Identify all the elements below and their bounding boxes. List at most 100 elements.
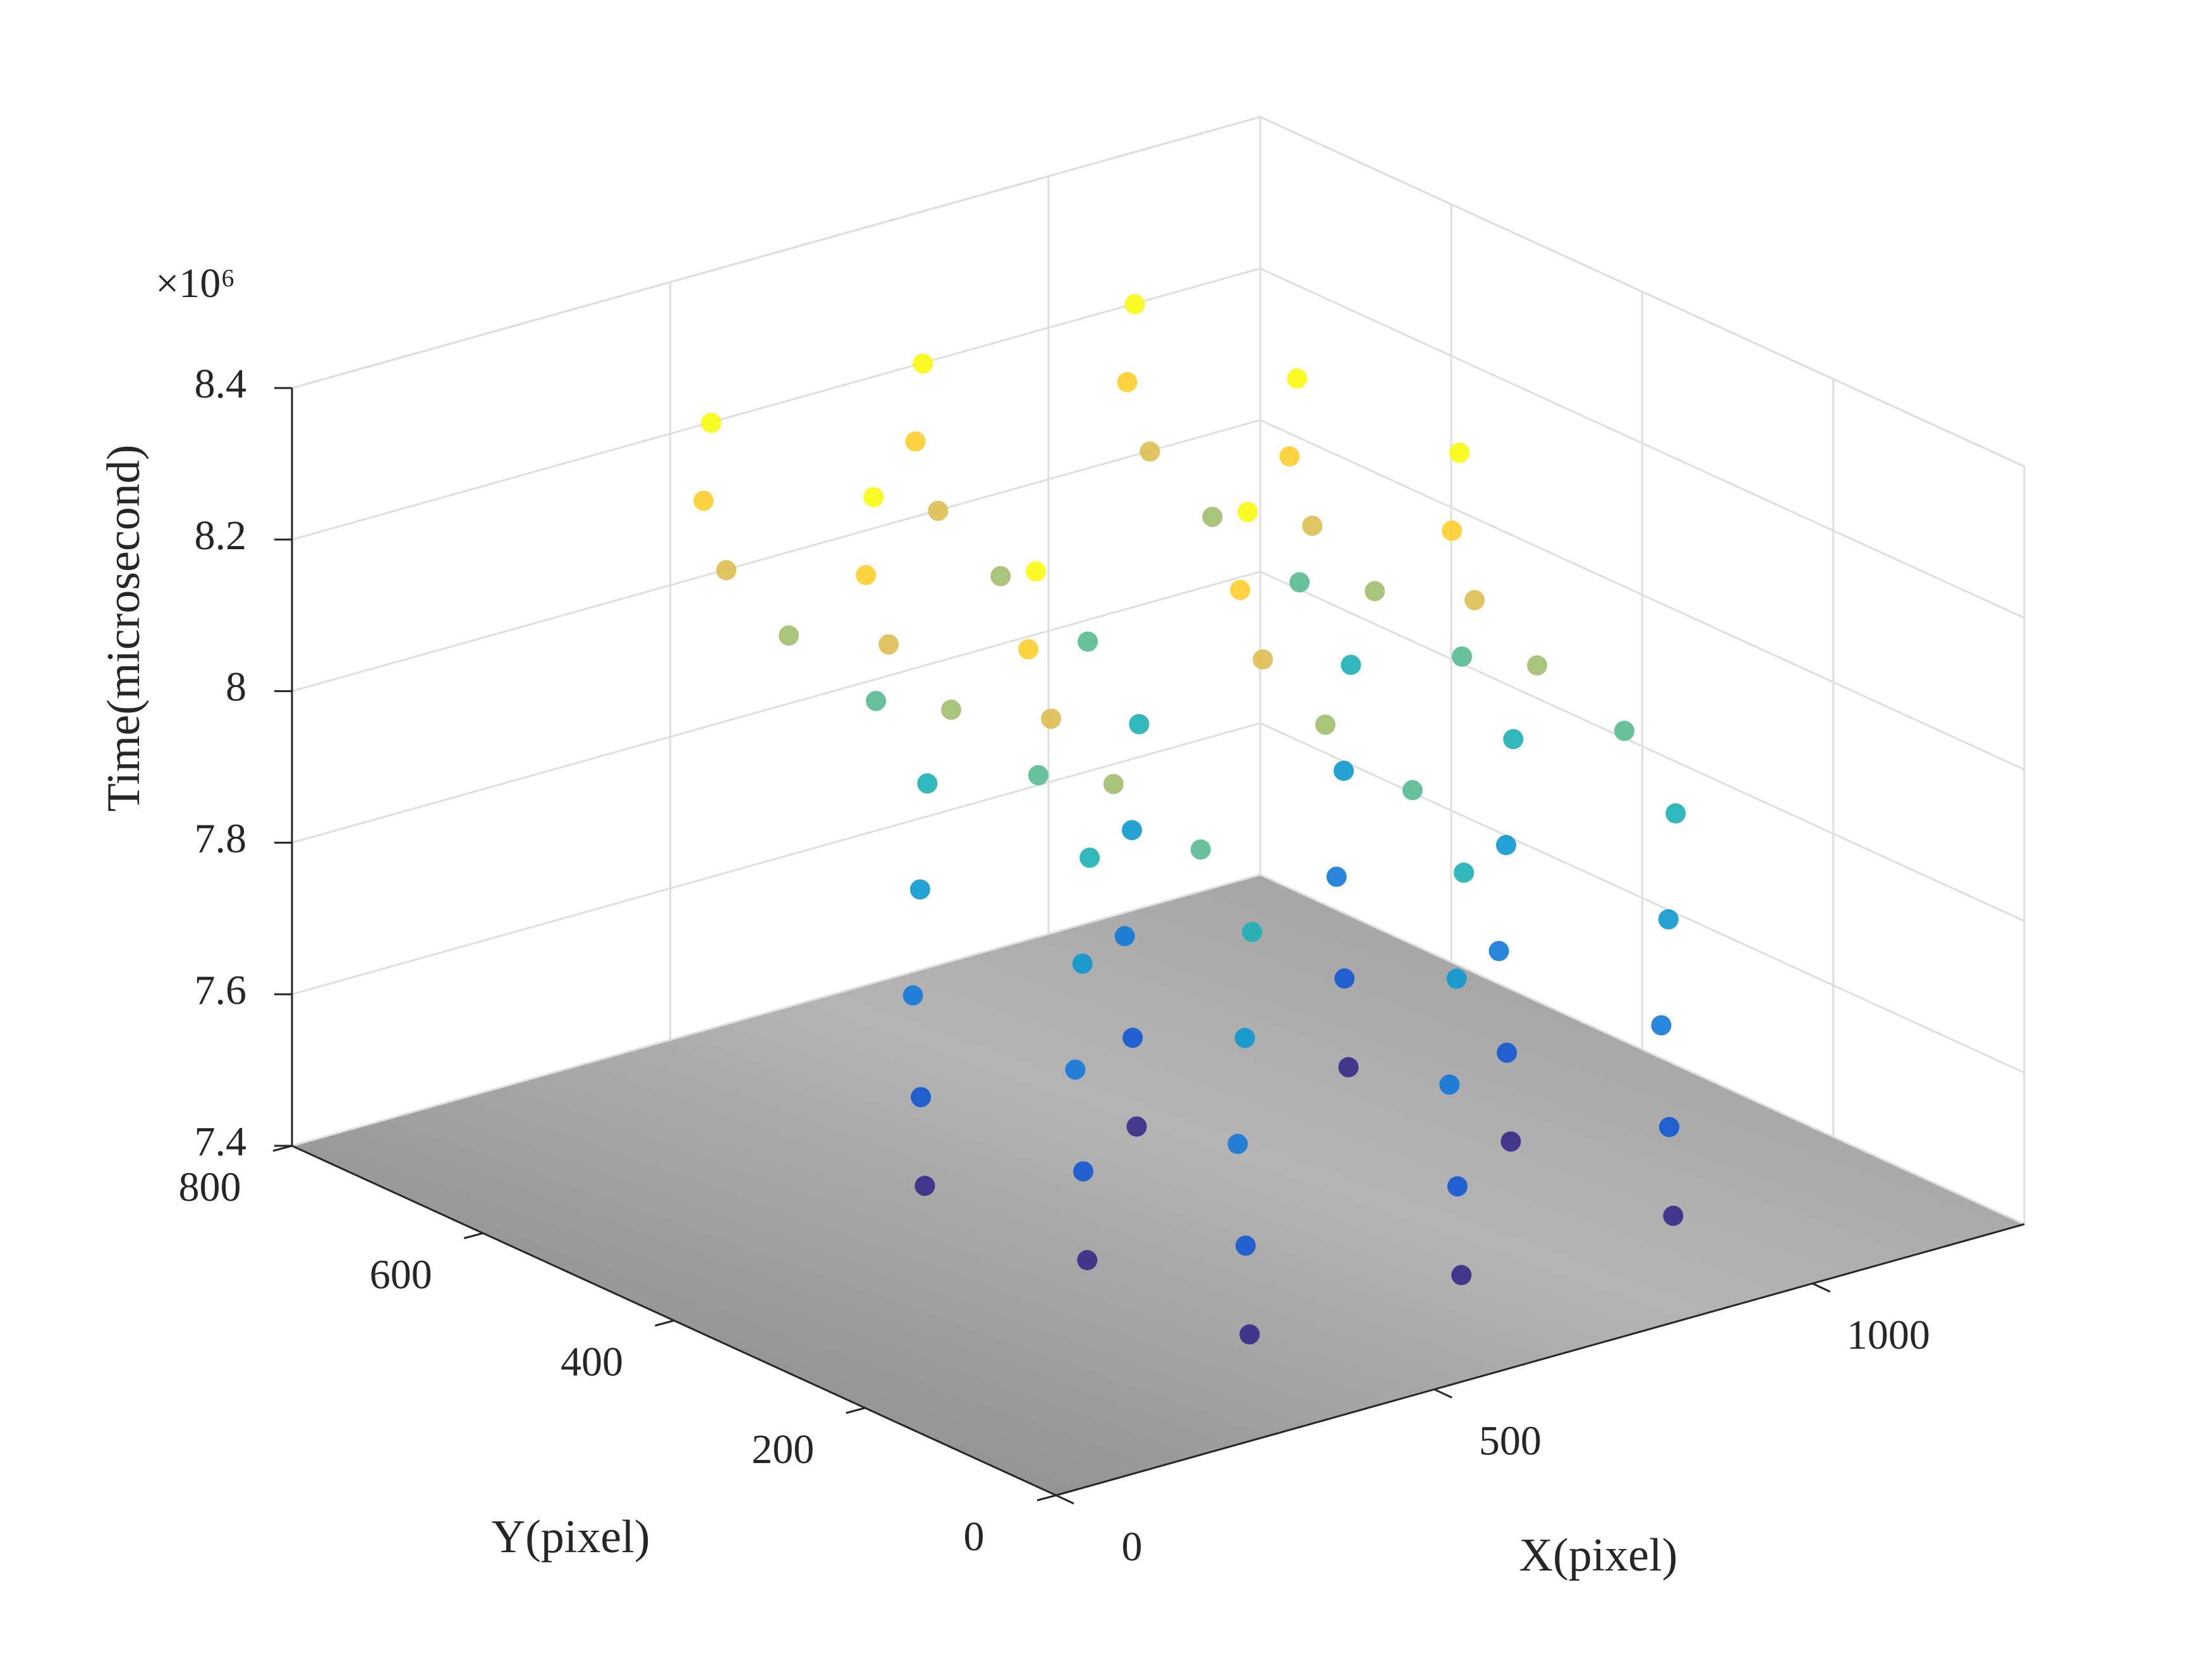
grid-line (291, 116, 1261, 389)
point (1239, 1324, 1260, 1345)
point (1227, 1134, 1248, 1155)
y-tick-label: 0 (964, 1514, 985, 1560)
x-tick-label: 0 (1122, 1524, 1143, 1570)
point (1289, 572, 1310, 593)
point (1651, 1015, 1672, 1036)
point (1364, 581, 1385, 602)
point (866, 691, 887, 712)
point (878, 634, 899, 655)
point (911, 1086, 932, 1107)
point (1503, 729, 1524, 750)
point (1665, 803, 1686, 824)
point (1659, 1117, 1680, 1138)
point (913, 353, 933, 374)
floor (292, 875, 2024, 1495)
point (1253, 649, 1273, 670)
point (1122, 1028, 1143, 1048)
z-tick-label: 8 (226, 664, 246, 710)
y-tick-label: 800 (179, 1164, 241, 1210)
point (905, 431, 926, 452)
z-exponent: ×10⁶ (155, 260, 235, 307)
y-tick-label: 600 (370, 1251, 432, 1297)
z-tick-label: 8.2 (195, 513, 247, 559)
x-axis (1055, 1223, 2025, 1497)
point (1114, 926, 1135, 947)
x-tick-label: 1000 (1847, 1312, 1930, 1358)
point (1315, 714, 1336, 735)
point (1496, 835, 1517, 856)
point (1338, 1057, 1359, 1078)
x-tick (1812, 1282, 1831, 1293)
point (1079, 848, 1100, 868)
point (1237, 502, 1258, 523)
point (915, 1176, 935, 1196)
grid-line (291, 419, 1261, 693)
point (1527, 655, 1548, 676)
point (1202, 506, 1223, 527)
point (1340, 654, 1361, 675)
point (1488, 940, 1509, 961)
point (779, 625, 799, 646)
point (1446, 968, 1467, 989)
x-tick (1055, 1494, 1074, 1505)
y-tick-label: 200 (751, 1426, 814, 1473)
point (928, 501, 949, 521)
point (1439, 1074, 1460, 1095)
point (1454, 862, 1474, 883)
point (1497, 1042, 1517, 1063)
point (1658, 909, 1679, 930)
point (1073, 1161, 1094, 1182)
y-tick (463, 1232, 483, 1239)
grid-line (291, 722, 1261, 995)
z-tick-label: 7.8 (195, 816, 247, 862)
x-tick (1433, 1389, 1453, 1399)
point (1334, 760, 1354, 781)
y-tick (846, 1407, 866, 1414)
point (1028, 765, 1048, 786)
grid-line (291, 570, 1261, 844)
point (1464, 590, 1485, 611)
point (1103, 774, 1124, 794)
point (1122, 820, 1143, 841)
grid-line (291, 267, 1261, 541)
point (1190, 839, 1211, 860)
point (701, 413, 722, 434)
z-tick-label: 7.4 (195, 1119, 247, 1165)
point (1117, 372, 1138, 392)
point (1500, 1131, 1521, 1152)
point (693, 490, 714, 511)
y-tick-label: 400 (561, 1339, 623, 1385)
point (1126, 1116, 1147, 1137)
point (1287, 368, 1308, 389)
grid-line (291, 873, 1261, 1147)
point (1447, 1176, 1468, 1197)
y-axis-title: Y(pixel) (492, 1511, 650, 1563)
point (1078, 631, 1098, 652)
point (1663, 1205, 1684, 1226)
z-tick-label: 8.4 (195, 361, 247, 407)
y-tick (655, 1320, 674, 1327)
point (1452, 646, 1473, 667)
z-axis-title: Time(microsecond) (98, 445, 150, 812)
point (1077, 1249, 1098, 1270)
y-tick (1036, 1494, 1057, 1502)
point (1230, 580, 1251, 600)
point (1302, 515, 1323, 536)
point (1234, 1028, 1255, 1048)
point (856, 564, 877, 585)
point (1235, 1235, 1256, 1256)
point (1614, 720, 1635, 741)
point (1139, 441, 1160, 462)
x-axis-title: X(pixel) (1519, 1529, 1678, 1581)
point (990, 566, 1011, 586)
point (1451, 1265, 1472, 1285)
point (716, 560, 737, 581)
point (1018, 639, 1039, 660)
point (1449, 442, 1470, 463)
point (1442, 520, 1462, 541)
point (1026, 561, 1047, 582)
x-tick-label: 500 (1479, 1418, 1541, 1464)
point (902, 985, 923, 1006)
point (1279, 446, 1300, 467)
